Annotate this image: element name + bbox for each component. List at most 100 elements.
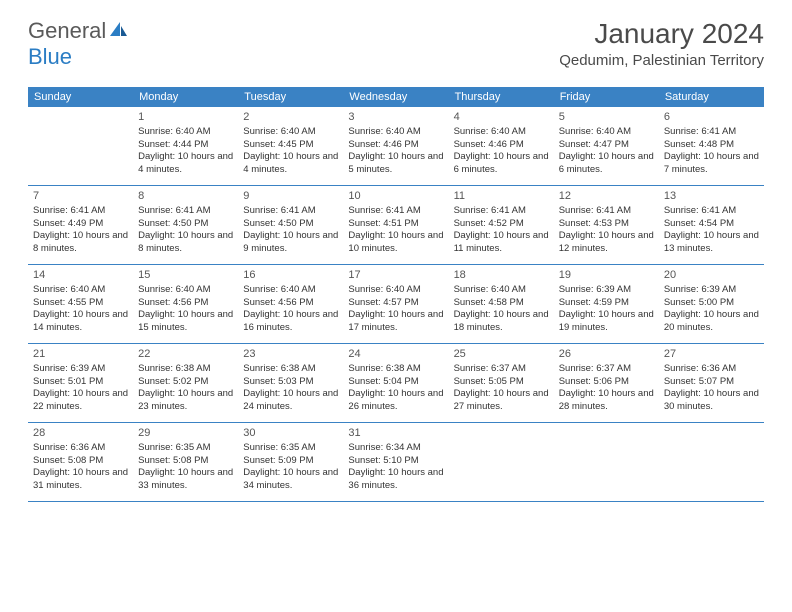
day-number: 31 (348, 426, 443, 441)
sunset-line: Sunset: 4:47 PM (559, 139, 654, 152)
sunset-line: Sunset: 4:54 PM (664, 218, 759, 231)
day-number: 8 (138, 189, 233, 204)
daylight-line: Daylight: 10 hours and 17 minutes. (348, 309, 443, 335)
daylight-line: Daylight: 10 hours and 12 minutes. (559, 230, 654, 256)
daylight-line: Daylight: 10 hours and 14 minutes. (33, 309, 128, 335)
day-number: 20 (664, 268, 759, 283)
calendar-cell: 11Sunrise: 6:41 AMSunset: 4:52 PMDayligh… (449, 186, 554, 264)
day-number: 12 (559, 189, 654, 204)
calendar-cell: 24Sunrise: 6:38 AMSunset: 5:04 PMDayligh… (343, 344, 448, 422)
daylight-line: Daylight: 10 hours and 22 minutes. (33, 388, 128, 414)
sunrise-line: Sunrise: 6:36 AM (664, 363, 759, 376)
sunset-line: Sunset: 4:56 PM (243, 297, 338, 310)
calendar-body: 1Sunrise: 6:40 AMSunset: 4:44 PMDaylight… (28, 107, 764, 502)
day-number: 16 (243, 268, 338, 283)
calendar-cell: 22Sunrise: 6:38 AMSunset: 5:02 PMDayligh… (133, 344, 238, 422)
day-number: 6 (664, 110, 759, 125)
calendar-cell: 13Sunrise: 6:41 AMSunset: 4:54 PMDayligh… (659, 186, 764, 264)
daylight-line: Daylight: 10 hours and 34 minutes. (243, 467, 338, 493)
calendar-header-cell: Tuesday (238, 87, 343, 107)
calendar-row: 1Sunrise: 6:40 AMSunset: 4:44 PMDaylight… (28, 107, 764, 186)
sunrise-line: Sunrise: 6:41 AM (138, 205, 233, 218)
day-number: 28 (33, 426, 128, 441)
day-number: 29 (138, 426, 233, 441)
sunrise-line: Sunrise: 6:36 AM (33, 442, 128, 455)
sunset-line: Sunset: 4:48 PM (664, 139, 759, 152)
location: Qedumim, Palestinian Territory (559, 52, 764, 69)
daylight-line: Daylight: 10 hours and 5 minutes. (348, 151, 443, 177)
calendar-cell (28, 107, 133, 185)
sunrise-line: Sunrise: 6:38 AM (348, 363, 443, 376)
calendar-cell: 10Sunrise: 6:41 AMSunset: 4:51 PMDayligh… (343, 186, 448, 264)
daylight-line: Daylight: 10 hours and 10 minutes. (348, 230, 443, 256)
sunset-line: Sunset: 4:55 PM (33, 297, 128, 310)
daylight-line: Daylight: 10 hours and 4 minutes. (243, 151, 338, 177)
sunset-line: Sunset: 4:57 PM (348, 297, 443, 310)
sunrise-line: Sunrise: 6:41 AM (559, 205, 654, 218)
calendar-cell: 12Sunrise: 6:41 AMSunset: 4:53 PMDayligh… (554, 186, 659, 264)
sunset-line: Sunset: 5:10 PM (348, 455, 443, 468)
calendar-cell: 8Sunrise: 6:41 AMSunset: 4:50 PMDaylight… (133, 186, 238, 264)
daylight-line: Daylight: 10 hours and 23 minutes. (138, 388, 233, 414)
day-number: 4 (454, 110, 549, 125)
day-number: 3 (348, 110, 443, 125)
sunset-line: Sunset: 4:56 PM (138, 297, 233, 310)
logo: General (28, 18, 128, 44)
calendar-header-cell: Thursday (449, 87, 554, 107)
sunrise-line: Sunrise: 6:40 AM (138, 126, 233, 139)
sunrise-line: Sunrise: 6:40 AM (348, 284, 443, 297)
calendar-row: 21Sunrise: 6:39 AMSunset: 5:01 PMDayligh… (28, 344, 764, 423)
daylight-line: Daylight: 10 hours and 6 minutes. (454, 151, 549, 177)
day-number: 5 (559, 110, 654, 125)
calendar-cell: 3Sunrise: 6:40 AMSunset: 4:46 PMDaylight… (343, 107, 448, 185)
sunrise-line: Sunrise: 6:35 AM (138, 442, 233, 455)
daylight-line: Daylight: 10 hours and 9 minutes. (243, 230, 338, 256)
sunset-line: Sunset: 4:53 PM (559, 218, 654, 231)
daylight-line: Daylight: 10 hours and 7 minutes. (664, 151, 759, 177)
title-block: January 2024 Qedumim, Palestinian Territ… (559, 18, 764, 69)
daylight-line: Daylight: 10 hours and 8 minutes. (138, 230, 233, 256)
calendar-cell: 9Sunrise: 6:41 AMSunset: 4:50 PMDaylight… (238, 186, 343, 264)
day-number: 15 (138, 268, 233, 283)
calendar-cell: 14Sunrise: 6:40 AMSunset: 4:55 PMDayligh… (28, 265, 133, 343)
day-number: 21 (33, 347, 128, 362)
sunset-line: Sunset: 5:08 PM (138, 455, 233, 468)
sunset-line: Sunset: 4:59 PM (559, 297, 654, 310)
calendar-cell: 23Sunrise: 6:38 AMSunset: 5:03 PMDayligh… (238, 344, 343, 422)
daylight-line: Daylight: 10 hours and 19 minutes. (559, 309, 654, 335)
sunset-line: Sunset: 5:07 PM (664, 376, 759, 389)
day-number: 27 (664, 347, 759, 362)
sunrise-line: Sunrise: 6:39 AM (33, 363, 128, 376)
calendar-cell: 21Sunrise: 6:39 AMSunset: 5:01 PMDayligh… (28, 344, 133, 422)
sunset-line: Sunset: 4:45 PM (243, 139, 338, 152)
sunrise-line: Sunrise: 6:40 AM (454, 126, 549, 139)
calendar-cell: 16Sunrise: 6:40 AMSunset: 4:56 PMDayligh… (238, 265, 343, 343)
daylight-line: Daylight: 10 hours and 15 minutes. (138, 309, 233, 335)
daylight-line: Daylight: 10 hours and 36 minutes. (348, 467, 443, 493)
sunset-line: Sunset: 5:03 PM (243, 376, 338, 389)
daylight-line: Daylight: 10 hours and 6 minutes. (559, 151, 654, 177)
sunset-line: Sunset: 5:08 PM (33, 455, 128, 468)
sunrise-line: Sunrise: 6:41 AM (348, 205, 443, 218)
calendar-cell: 2Sunrise: 6:40 AMSunset: 4:45 PMDaylight… (238, 107, 343, 185)
sunset-line: Sunset: 4:44 PM (138, 139, 233, 152)
sunset-line: Sunset: 5:05 PM (454, 376, 549, 389)
sunset-line: Sunset: 5:02 PM (138, 376, 233, 389)
calendar-header-cell: Sunday (28, 87, 133, 107)
sunset-line: Sunset: 4:51 PM (348, 218, 443, 231)
day-number: 9 (243, 189, 338, 204)
sunset-line: Sunset: 4:52 PM (454, 218, 549, 231)
day-number: 17 (348, 268, 443, 283)
day-number: 18 (454, 268, 549, 283)
sunrise-line: Sunrise: 6:40 AM (243, 126, 338, 139)
day-number: 13 (664, 189, 759, 204)
sunset-line: Sunset: 4:58 PM (454, 297, 549, 310)
header: General January 2024 Qedumim, Palestinia… (0, 0, 792, 77)
daylight-line: Daylight: 10 hours and 18 minutes. (454, 309, 549, 335)
calendar-cell: 15Sunrise: 6:40 AMSunset: 4:56 PMDayligh… (133, 265, 238, 343)
sunrise-line: Sunrise: 6:41 AM (33, 205, 128, 218)
calendar-cell: 31Sunrise: 6:34 AMSunset: 5:10 PMDayligh… (343, 423, 448, 501)
sail-icon (108, 18, 128, 44)
calendar-header-cell: Saturday (659, 87, 764, 107)
daylight-line: Daylight: 10 hours and 8 minutes. (33, 230, 128, 256)
